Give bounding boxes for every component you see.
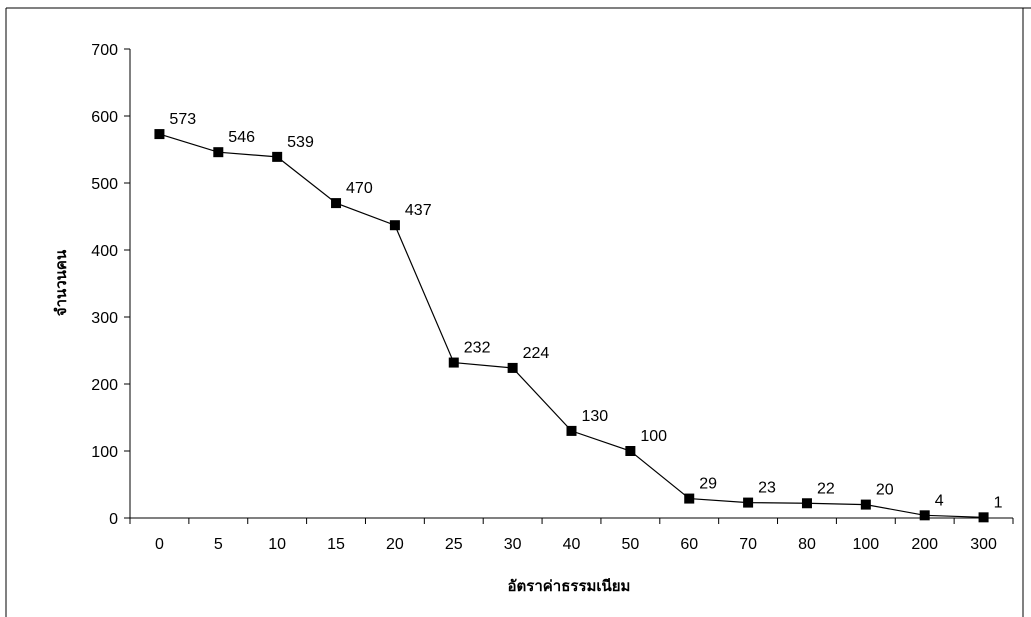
x-tick-label: 50 bbox=[621, 536, 639, 553]
data-label: 29 bbox=[699, 476, 717, 493]
data-label: 22 bbox=[817, 480, 835, 497]
data-label: 100 bbox=[640, 428, 667, 445]
x-axis-title: อัตราค่าธรรมเนียม bbox=[508, 577, 631, 595]
data-point-marker bbox=[272, 151, 283, 162]
data-point-marker bbox=[919, 510, 930, 521]
data-label: 130 bbox=[582, 408, 609, 425]
x-tick-label: 40 bbox=[563, 536, 581, 553]
data-point-marker bbox=[625, 446, 636, 456]
y-tick-label: 600 bbox=[91, 109, 118, 126]
x-tick-label: 100 bbox=[852, 536, 879, 553]
y-tick-label: 700 bbox=[91, 42, 118, 59]
data-point-marker bbox=[448, 357, 459, 368]
series-line bbox=[154, 129, 989, 523]
x-tick-label: 5 bbox=[214, 536, 223, 553]
x-tick-label: 80 bbox=[798, 536, 816, 553]
y-tick-label: 400 bbox=[91, 243, 118, 260]
x-tick-label: 200 bbox=[911, 536, 938, 553]
data-label: 232 bbox=[464, 340, 491, 357]
y-axis-title: จำนวนคน bbox=[52, 249, 70, 316]
x-tick-label: 10 bbox=[268, 536, 286, 553]
x-tick-label: 25 bbox=[445, 536, 463, 553]
data-point-marker bbox=[331, 198, 342, 209]
y-tick-label: 500 bbox=[91, 176, 118, 193]
data-point-marker bbox=[801, 498, 812, 509]
data-label: 23 bbox=[758, 480, 776, 497]
data-point-marker bbox=[213, 147, 224, 158]
data-label: 546 bbox=[228, 129, 255, 146]
data-label: 224 bbox=[523, 345, 550, 362]
data-point-marker bbox=[743, 497, 754, 508]
series-polyline bbox=[159, 133, 984, 518]
data-labels: 573 546 539 470 437 232 224 130 100 29 23 22 20 4 1 bbox=[169, 111, 1002, 511]
x-tick-label: 20 bbox=[386, 536, 404, 553]
axes: 0 100 200 300 400 500 600 700 0 5 10 15 20 25 30 40 50 60… bbox=[91, 42, 1014, 553]
x-tick-label: 30 bbox=[504, 536, 522, 553]
data-label: 470 bbox=[346, 180, 373, 197]
data-point-marker bbox=[154, 129, 165, 140]
data-label: 539 bbox=[287, 134, 314, 151]
x-tick-label: 60 bbox=[680, 536, 698, 553]
y-tick-label: 300 bbox=[91, 310, 118, 327]
data-label: 1 bbox=[994, 494, 1003, 511]
data-label: 573 bbox=[169, 111, 196, 128]
x-tick-label: 0 bbox=[155, 536, 164, 553]
data-point-marker bbox=[389, 220, 400, 231]
y-tick-label: 0 bbox=[109, 511, 118, 528]
data-label: 437 bbox=[405, 202, 432, 219]
x-tick-label: 15 bbox=[327, 536, 345, 553]
data-point-marker bbox=[978, 512, 989, 523]
data-label: 20 bbox=[876, 482, 894, 499]
y-tick-label: 100 bbox=[91, 444, 118, 461]
x-tick-label: 300 bbox=[970, 536, 997, 553]
data-point-marker bbox=[507, 362, 518, 373]
x-tick-label: 70 bbox=[739, 536, 757, 553]
data-point-marker bbox=[566, 425, 577, 436]
y-tick-label: 200 bbox=[91, 377, 118, 394]
data-point-marker bbox=[684, 493, 695, 504]
data-label: 4 bbox=[935, 492, 944, 509]
data-point-marker bbox=[860, 499, 871, 510]
